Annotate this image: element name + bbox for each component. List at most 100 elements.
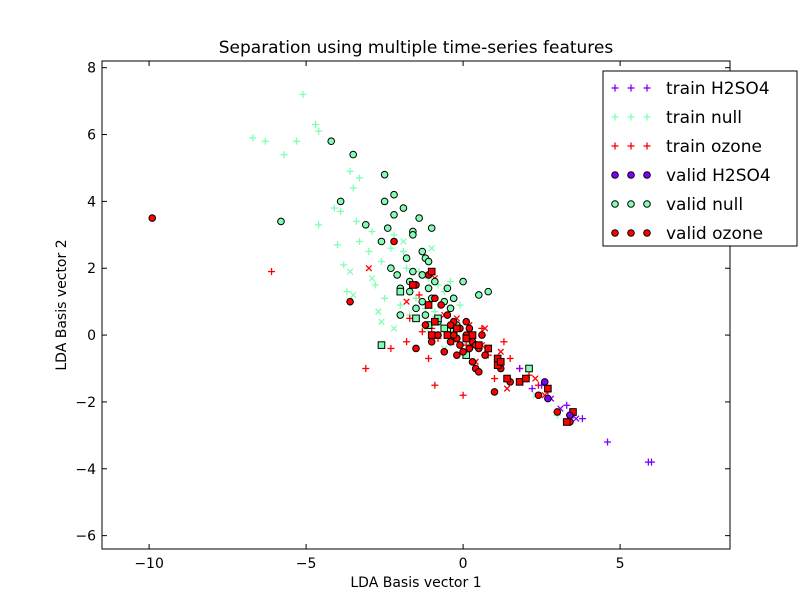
data-point [393,271,401,279]
series-valid-ozone-sq [409,267,577,426]
y-tick-label: −2 [75,395,96,411]
data-point [334,241,341,249]
legend-label: train ozone [666,137,762,157]
legend-box [602,70,798,247]
y-tick-label: 6 [87,128,96,144]
x-tick-label: −5 [296,556,317,572]
data-point [424,301,433,309]
x-axis-label: LDA Basis vector 1 [350,575,481,591]
data-point [409,231,417,239]
data-point [299,90,307,98]
data-point [148,214,157,222]
data-point [346,268,354,275]
data-point [412,304,420,313]
data-point [515,378,524,386]
data-point [484,287,493,296]
data-point [390,190,398,199]
legend-marker [643,229,651,237]
data-point [431,308,439,316]
legend-marker [611,113,619,121]
data-point [648,458,655,466]
data-point [355,237,363,245]
data-point [355,174,363,182]
data-point [503,385,511,392]
data-point [465,324,474,333]
data-point [418,328,426,336]
data-point [563,401,571,409]
data-point [400,238,407,245]
data-point [540,378,549,386]
data-point [349,291,357,299]
data-point [481,351,489,359]
data-point [566,411,574,420]
data-point [478,331,486,339]
data-point [443,311,452,319]
data-point [447,278,455,286]
y-axis-label: LDA Basis vector 2 [54,239,70,370]
series-valid-ozone [148,214,574,426]
data-point [425,354,433,362]
data-point [412,314,420,323]
data-point [249,134,257,142]
legend-marker [643,142,651,150]
data-point [427,267,436,276]
data-point [475,341,483,349]
data-point [349,184,357,192]
legend-marker [643,84,651,92]
data-point [522,374,530,383]
data-point [544,394,552,403]
data-point [459,347,467,356]
data-point [496,358,505,366]
data-point [409,267,417,276]
data-point [399,248,407,256]
legend-entry: train H2SO4 [611,79,770,99]
data-point [544,384,552,393]
data-point [424,257,433,266]
data-point [396,287,405,296]
data-point [475,291,483,299]
y-tick-label: −6 [75,529,96,545]
data-point [491,375,498,383]
data-point [380,197,389,206]
data-point [427,337,436,346]
data-point [352,217,360,225]
series-train-null [249,90,561,419]
axis-ticks: −10 −5 0 5 −6 −4 −2 0 2 4 6 8 [75,61,730,572]
data-point [434,331,442,339]
data-point [406,314,414,322]
data-point [399,204,408,212]
data-point [368,227,376,235]
data-point [516,365,524,373]
data-point [383,224,392,232]
data-point [418,247,427,256]
legend-label: train null [666,108,742,128]
data-point [462,317,471,326]
data-point [415,214,423,222]
y-tick-label: 2 [87,261,96,277]
legend-marker [611,142,619,150]
legend-label: valid null [666,195,743,215]
data-point [578,415,586,423]
data-point [377,258,385,266]
data-point [312,121,320,129]
data-point [315,221,323,229]
data-point [453,351,461,359]
legend-marker [627,84,635,92]
legend-entry: valid H2SO4 [611,166,771,186]
x-tick-label: −10 [134,556,164,572]
data-point [378,318,385,325]
data-point [553,408,562,416]
data-point [390,210,398,219]
y-tick-label: 4 [87,194,96,210]
data-point [387,264,395,273]
data-point [387,344,395,352]
data-point [528,385,536,393]
data-point [337,207,345,215]
data-point [396,301,404,309]
data-point [371,281,379,289]
x-tick-label: 5 [616,556,625,572]
data-point [409,281,417,289]
data-point [427,331,436,339]
data-point [456,301,464,309]
y-tick-label: −4 [75,462,96,478]
